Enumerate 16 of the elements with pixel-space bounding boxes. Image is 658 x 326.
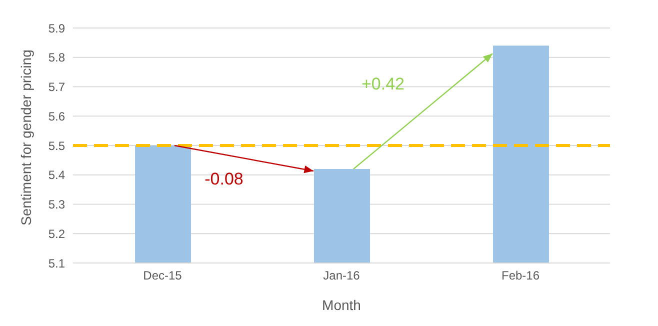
y-tick-label: 5.6 xyxy=(48,109,66,124)
y-tick-label: 5.2 xyxy=(48,226,66,241)
y-tick-label: 5.8 xyxy=(48,50,66,65)
y-axis-title: Sentiment for gender pricing xyxy=(18,50,34,226)
annotation: -0.08 xyxy=(204,169,244,188)
x-tick-label: Feb-16 xyxy=(501,268,540,283)
x-tick-label: Jan-16 xyxy=(323,268,360,283)
x-axis-title: Month xyxy=(322,297,361,313)
x-tick-label: Dec-15 xyxy=(143,268,182,283)
y-tick-label: 5.3 xyxy=(48,198,66,212)
y-tick-label: 5.5 xyxy=(48,138,66,153)
y-tick-label: 5.7 xyxy=(48,80,66,94)
y-tick-label: 5.9 xyxy=(48,21,66,36)
y-tick-label: 5.4 xyxy=(48,168,66,182)
annotation: +0.42 xyxy=(361,74,405,94)
y-tick-label: 5.1 xyxy=(48,256,66,270)
